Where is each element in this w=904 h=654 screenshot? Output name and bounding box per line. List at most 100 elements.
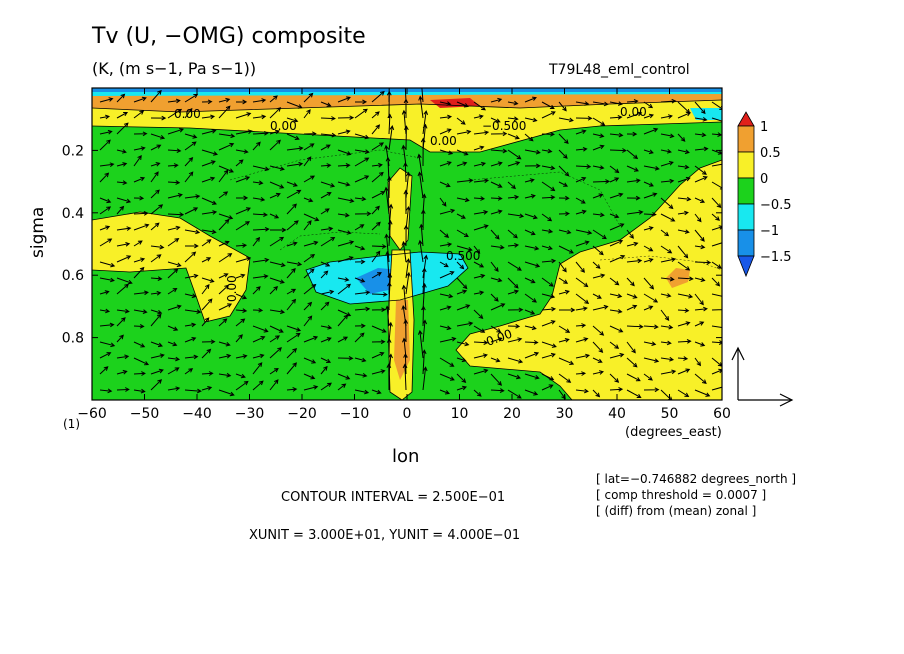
wind-vector [150, 189, 160, 199]
wind-vector [133, 146, 146, 151]
wind-vector [384, 186, 390, 215]
wind-vector [286, 347, 298, 359]
wind-vector [473, 353, 488, 359]
wind-vector [320, 301, 330, 311]
wind-vector [490, 209, 503, 215]
wind-vector [99, 290, 110, 295]
wind-vector [133, 240, 143, 247]
wind-vector [592, 293, 602, 299]
wind-vector [116, 180, 128, 186]
wind-vector [184, 251, 197, 263]
wind-vector [116, 354, 130, 360]
wind-vector [473, 245, 481, 254]
wind-vector [660, 133, 675, 139]
wind-vector [269, 213, 280, 219]
wind-vector [235, 112, 252, 119]
plot-area [92, 88, 722, 400]
wind-vector [133, 290, 149, 296]
wind-vector [320, 101, 332, 107]
wind-vector [167, 180, 181, 185]
wind-vector [116, 369, 128, 375]
wind-vector [473, 145, 485, 151]
wind-vector [235, 293, 248, 300]
wind-vector [643, 181, 654, 187]
wind-vector [167, 212, 185, 217]
wind-vector [354, 259, 366, 265]
wind-vector [524, 178, 535, 183]
wind-vector [541, 293, 556, 299]
wind-vector [303, 315, 313, 327]
note-threshold: [ comp threshold = 0.0007 ] [596, 488, 767, 502]
wind-vector [387, 113, 393, 135]
wind-vector [133, 96, 147, 103]
wind-vector [184, 273, 199, 279]
wind-vector [626, 229, 634, 239]
wind-vector [541, 277, 554, 287]
wind-vector [507, 229, 518, 239]
wind-vector [592, 341, 604, 353]
wind-vector [167, 128, 184, 135]
wind-vector [609, 277, 620, 286]
x-tick-label: 60 [713, 406, 731, 422]
wind-vector [337, 240, 355, 247]
wind-vector [218, 97, 231, 103]
wind-vector [286, 133, 300, 140]
wind-vector [371, 292, 388, 297]
wind-vector [507, 149, 522, 160]
wind-vector [354, 157, 370, 167]
wind-vector [235, 221, 250, 231]
wind-vector [677, 321, 691, 327]
wind-vector [694, 277, 706, 282]
wind-vector [386, 338, 392, 359]
wind-vector [507, 213, 525, 219]
wind-vector [286, 362, 297, 375]
wind-vector [507, 373, 521, 380]
wind-vector [575, 261, 585, 273]
wind-vector [558, 181, 569, 187]
wind-vector [337, 283, 352, 295]
wind-vector [320, 116, 336, 121]
colorbar-label: 0.5 [760, 146, 781, 161]
x-tick-label: −50 [130, 406, 160, 422]
wind-vector [575, 240, 590, 247]
wind-vector [507, 133, 520, 140]
wind-vector [439, 271, 455, 279]
wind-vector [337, 256, 354, 263]
wind-vector [386, 90, 392, 119]
wind-vector [184, 207, 199, 215]
wind-vector [626, 277, 635, 287]
wind-vector [201, 210, 218, 215]
wind-vector [473, 178, 490, 184]
wind-vector [286, 101, 303, 109]
wind-vector [167, 98, 181, 104]
wind-vector [643, 127, 659, 135]
wind-vector [218, 213, 234, 220]
wind-vector [694, 341, 706, 347]
wind-vector [167, 268, 179, 279]
wind-vector [575, 101, 590, 106]
wind-vector [286, 261, 303, 267]
wind-vector [711, 277, 721, 287]
wind-vector [473, 114, 484, 120]
wind-vector [99, 97, 114, 103]
wind-vector [419, 223, 424, 247]
contour-label: 0.00 [620, 105, 647, 119]
wind-vector [694, 229, 705, 242]
wind-vector [269, 107, 282, 119]
wind-vector [403, 162, 408, 183]
wind-vector [626, 389, 642, 398]
wind-vector [541, 228, 554, 234]
wind-vector [541, 306, 557, 312]
wind-vector [218, 303, 233, 311]
wind-vector [575, 129, 587, 135]
wind-vector [303, 385, 319, 391]
wind-vector [456, 245, 473, 252]
contour-label: −0.500 [482, 119, 526, 133]
wind-vector [150, 89, 162, 103]
wind-vector [643, 357, 660, 363]
wind-vector [439, 357, 455, 367]
wind-vector [456, 385, 467, 391]
wind-vector [303, 240, 319, 247]
x-axis-ticks: −60 −50 −40 −30 −20 −10 0 10 20 30 40 50 60 [77, 88, 731, 422]
